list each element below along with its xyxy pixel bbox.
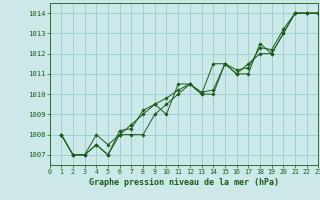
X-axis label: Graphe pression niveau de la mer (hPa): Graphe pression niveau de la mer (hPa)	[89, 178, 279, 187]
